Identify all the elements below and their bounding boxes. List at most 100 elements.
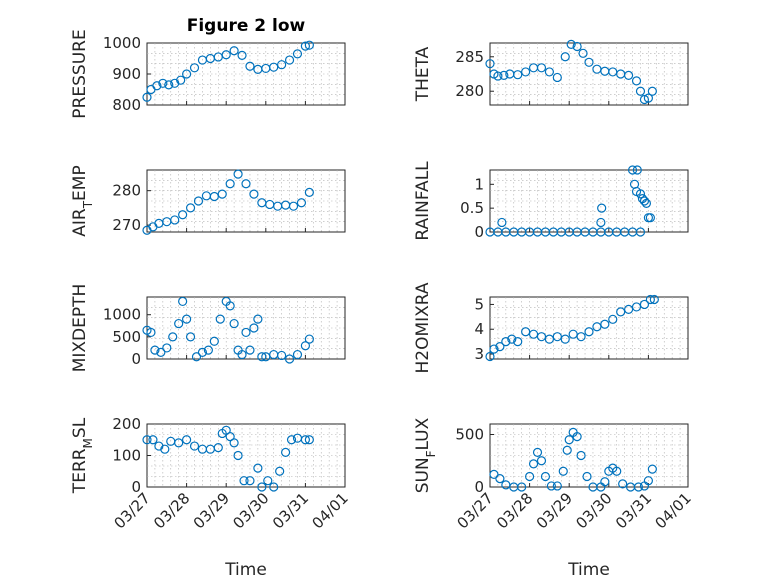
data-point [616, 307, 626, 317]
data-point [257, 482, 267, 492]
data-point [493, 71, 503, 81]
data-point [582, 471, 592, 482]
y-tick-label: 500 [112, 328, 141, 346]
y-tick-label: 270 [112, 216, 141, 234]
data-point [528, 459, 539, 469]
data-point [489, 469, 499, 479]
x-tick-label: 03/29 [190, 489, 233, 532]
data-point [536, 332, 547, 342]
x-tick-label: 04/01 [309, 489, 352, 532]
data-point [229, 438, 239, 448]
data-point [576, 332, 586, 342]
data-point [517, 482, 527, 492]
data-point [566, 39, 576, 49]
data-point [162, 343, 172, 353]
panel-air-temp: 270 280 AIRTEMP [70, 165, 346, 237]
data-point [189, 441, 200, 451]
y-axis-label: AIRTEMP [70, 165, 95, 236]
data-point [168, 332, 178, 342]
y-tick-label: 1 [474, 175, 484, 193]
data-point [572, 41, 582, 52]
data-point [239, 476, 249, 486]
y-tick-label: 0 [474, 223, 484, 241]
data-point [612, 466, 622, 476]
data-point [645, 294, 655, 305]
data-point [600, 477, 610, 487]
data-point [249, 323, 259, 333]
chart-title: Figure 2 low [187, 16, 306, 36]
data-point [284, 55, 295, 65]
y-tick-label: 280 [112, 182, 141, 200]
data-point [277, 60, 287, 70]
data-point [544, 67, 555, 77]
data-point [225, 179, 235, 189]
y-tick-label: 4 [474, 320, 484, 338]
data-point [269, 62, 279, 72]
data-point [592, 322, 602, 332]
y-tick-label: 3 [474, 345, 484, 363]
data-point [229, 46, 239, 56]
data-point [221, 50, 231, 60]
data-point [521, 327, 531, 337]
data-point [633, 482, 644, 492]
data-point [536, 456, 547, 466]
data-point [540, 471, 551, 482]
data-point [233, 450, 243, 461]
data-point [209, 191, 219, 202]
y-axis-label: MIXDEPTH [70, 284, 90, 373]
y-tick-label: 200 [112, 415, 141, 433]
data-point [263, 476, 273, 486]
data-point [627, 165, 638, 175]
x-tick-label: 03/31 [269, 489, 312, 532]
data-point [182, 435, 192, 445]
data-point [253, 314, 263, 324]
data-point [623, 304, 634, 314]
x-tick-label: 04/01 [652, 489, 695, 532]
data-point [485, 351, 495, 362]
x-tick-label: 03/30 [229, 489, 272, 532]
data-point [562, 445, 572, 455]
data-point [485, 59, 495, 69]
data-point [643, 93, 654, 103]
data-point [635, 86, 646, 96]
data-point [600, 319, 610, 329]
data-point [304, 334, 314, 344]
x-tick-label: 03/29 [533, 489, 576, 532]
data-point [213, 443, 223, 453]
data-point [292, 349, 303, 360]
data-point [524, 471, 535, 482]
data-point [197, 347, 208, 357]
data-point [546, 481, 556, 491]
data-point [501, 337, 511, 347]
panel-pressure: 800 900 1000 PRESSURE Figure 2 low [70, 16, 346, 119]
data-point [597, 203, 607, 213]
data-point [275, 466, 285, 476]
y-tick-label: 1000 [103, 34, 141, 52]
x-tick-label: 03/31 [612, 489, 655, 532]
data-point [576, 450, 586, 461]
data-point [185, 203, 196, 213]
data-point [536, 63, 547, 73]
data-point [304, 187, 314, 197]
data-point [237, 349, 247, 360]
data-point [176, 75, 186, 85]
data-point [150, 345, 160, 355]
x-axis-label: Time [567, 560, 610, 580]
panel-terr-msl: 0100200TERRMSL03/2703/2803/2903/3003/310… [70, 415, 352, 580]
data-point [241, 327, 251, 338]
y-tick-label: 800 [112, 96, 141, 114]
x-tick-label: 03/28 [493, 489, 536, 532]
data-point [215, 314, 225, 324]
data-point [237, 50, 247, 61]
data-point [560, 52, 570, 62]
data-point [641, 198, 652, 208]
data-point [552, 481, 562, 491]
data-point [225, 301, 235, 311]
data-point [495, 474, 505, 484]
data-point [245, 345, 255, 355]
y-tick-label: 0 [131, 478, 141, 496]
data-point [639, 94, 650, 105]
data-point [193, 196, 204, 206]
panel-h2omixra: 3 4 5 H2OMIXRA [413, 282, 689, 374]
data-point [164, 80, 174, 90]
